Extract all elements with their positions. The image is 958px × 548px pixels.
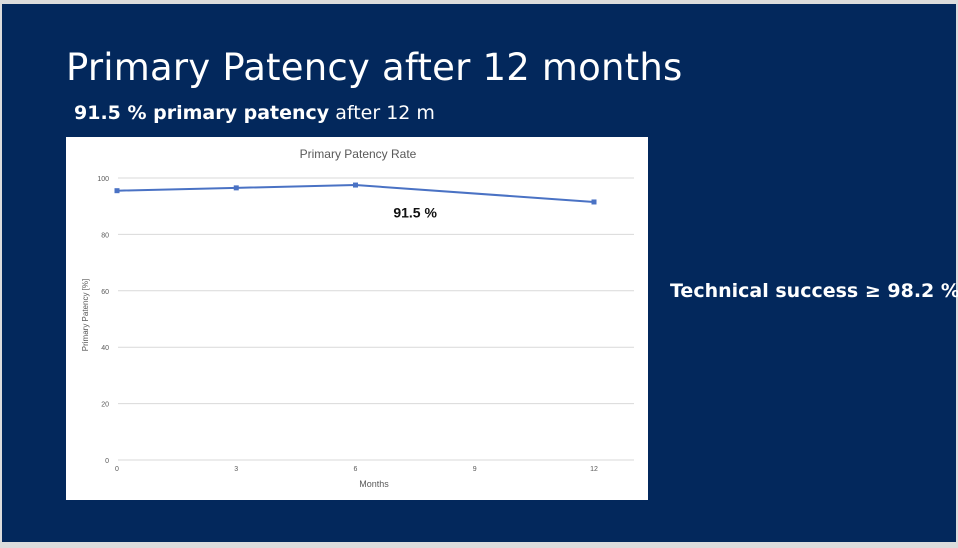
y-tick-40: 40	[101, 345, 109, 352]
series-layer	[114, 182, 597, 205]
slide-title: Primary Patency after 12 months	[66, 46, 683, 89]
y-tick-60: 60	[101, 289, 109, 296]
x-tick-labels: 0 3 6 9 12	[115, 466, 598, 473]
data-point-0	[114, 188, 120, 194]
x-tick-9: 9	[473, 466, 477, 473]
x-tick-6: 6	[354, 466, 358, 473]
y-tick-20: 20	[101, 402, 109, 409]
y-tick-100: 100	[97, 176, 109, 183]
y-tick-80: 80	[101, 232, 109, 239]
y-axis-label: Primary Patency [%]	[81, 279, 90, 351]
technical-success-note: Technical success ≥ 98.2 %	[670, 280, 958, 302]
slide: Primary Patency after 12 months 91.5 % p…	[2, 4, 958, 542]
x-axis-label: Months	[359, 479, 389, 489]
data-point-6	[353, 182, 358, 188]
y-tick-labels: 0 20 40 60 80 100	[97, 176, 109, 465]
chart-title: Primary Patency Rate	[300, 147, 417, 161]
data-annotation: 91.5 %	[393, 204, 437, 220]
subtitle-rest: after 12 m	[329, 102, 435, 124]
x-tick-0: 0	[115, 466, 119, 473]
subtitle-highlight: 91.5 % primary patency	[74, 102, 330, 124]
gridlines	[118, 177, 634, 461]
slide-subtitle: 91.5 % primary patency after 12 m	[74, 102, 435, 124]
data-point-12	[591, 199, 597, 205]
data-point-3	[233, 185, 239, 191]
x-tick-12: 12	[590, 466, 598, 473]
x-tick-3: 3	[234, 466, 238, 473]
series-line-0	[116, 184, 595, 203]
y-tick-0: 0	[105, 458, 109, 465]
chart-panel: Primary Patency Rate Months Primary Pate…	[66, 137, 648, 500]
patency-line-chart: Primary Patency Rate Months Primary Pate…	[81, 147, 634, 489]
